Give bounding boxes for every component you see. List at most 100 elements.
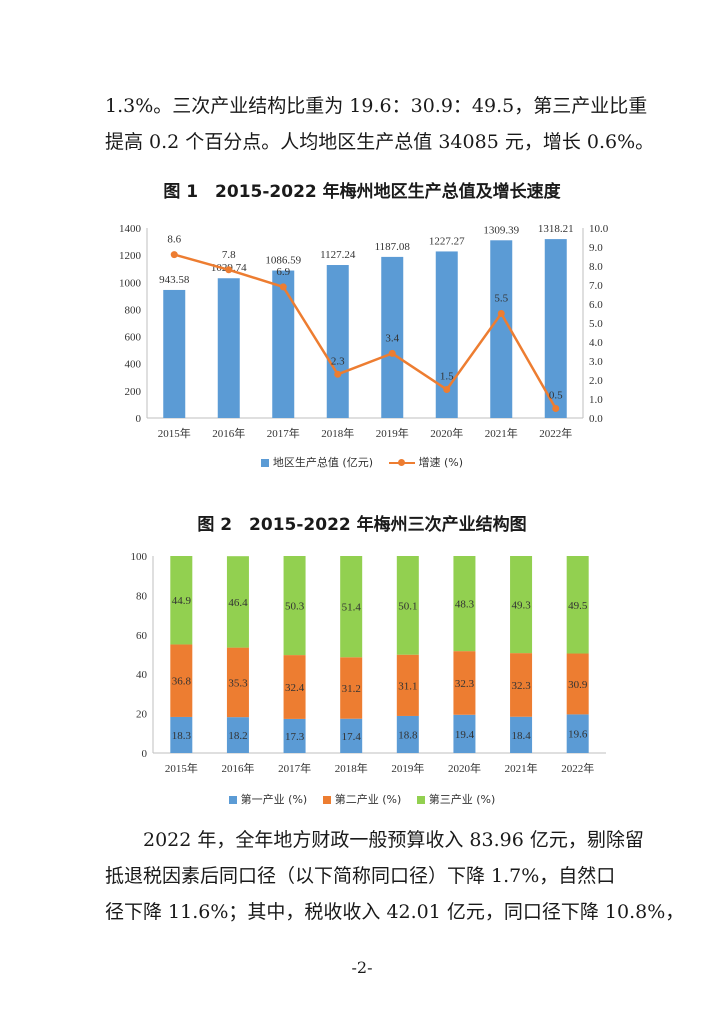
secondary-industry-bar — [396, 654, 419, 716]
y-tick-label: 600 — [125, 332, 142, 344]
outro-line-3: 径下降 11.6%；其中，税收收入 42.01 亿元，同口径下降 10.8%， — [105, 901, 685, 923]
growth-point — [388, 349, 396, 357]
structure-data-label: 50.3 — [285, 601, 305, 613]
gdp-data-label: 1127.24 — [320, 249, 356, 261]
primary-industry-bar — [170, 716, 193, 753]
secondary-industry-bar — [283, 655, 306, 719]
structure-data-label: 18.8 — [398, 729, 418, 741]
figure1-title: 图 1 2015-2022 年梅州地区生产总值及增长速度 — [163, 182, 561, 202]
x-tick-label: 2020年 — [430, 426, 463, 440]
gdp-bar — [490, 240, 513, 418]
figure2-legend: 第一产业 (%) 第二产业 (%) 第三产业 (%) — [0, 791, 724, 807]
gdp-data-label: 1227.27 — [429, 235, 465, 247]
growth-point — [443, 386, 451, 393]
y-tick-label: 0 — [136, 413, 142, 425]
y-tick-label: 1000 — [119, 277, 142, 289]
gdp-bar — [326, 265, 349, 418]
structure-data-label: 31.2 — [342, 683, 361, 695]
intro-line-1: 1.3%。三次产业结构比重为 19.6：30.9：49.5，第三产业比重 — [105, 95, 648, 117]
secondary-industry-bar — [566, 653, 589, 715]
legend-gdp: 地区生产总值 (亿元) — [260, 454, 374, 470]
gdp-data-label: 1318.21 — [538, 223, 574, 235]
y2-tick-label: 1.0 — [589, 394, 603, 406]
gdp-bar — [544, 239, 567, 418]
tertiary-industry-bar — [566, 556, 589, 654]
gdp-bar — [272, 270, 295, 418]
legend-primary-label: 第一产业 (%) — [240, 793, 308, 806]
secondary-industry-bar — [453, 651, 476, 715]
figure1-chart: 0 200 400 600 800 1000 1200 1400 0.0 1.0 2.0 3.0 4.0… — [119, 223, 609, 440]
x-tick-label: 2017年 — [278, 761, 311, 775]
growth-data-label: 0.5 — [549, 390, 563, 402]
legend-gdp-label: 地区生产总值 (亿元) — [272, 456, 374, 469]
legend-gdp-swatch — [260, 459, 269, 467]
y-tick-label: 0 — [142, 748, 148, 760]
tertiary-industry-bar — [170, 556, 193, 645]
growth-point — [279, 283, 287, 291]
gdp-bar — [381, 256, 404, 418]
structure-data-label: 17.3 — [285, 731, 305, 743]
structure-data-label: 48.3 — [455, 599, 475, 611]
y2-tick-label: 4.0 — [589, 337, 603, 349]
gdp-bar — [435, 251, 458, 418]
y-tick-label: 80 — [136, 590, 148, 602]
x-tick-label: 2022年 — [561, 761, 594, 775]
structure-data-label: 17.4 — [342, 731, 362, 743]
legend-tertiary: 第三产业 (%) — [416, 791, 495, 807]
y2-tick-label: 6.0 — [589, 299, 603, 311]
primary-industry-bar — [283, 718, 306, 753]
structure-data-label: 30.9 — [568, 679, 588, 691]
gdp-bar — [163, 289, 186, 418]
secondary-industry-bar — [226, 647, 249, 718]
gdp-data-label: 1187.08 — [375, 241, 411, 253]
y-tick-label: 100 — [131, 551, 148, 563]
x-tick-label: 2018年 — [335, 761, 368, 775]
legend-secondary-swatch — [322, 796, 331, 804]
legend-growth-label: 增速 (%) — [418, 456, 464, 469]
y-tick-label: 200 — [125, 386, 142, 398]
tertiary-industry-bar — [510, 556, 533, 654]
gdp-data-label: 943.58 — [159, 274, 190, 286]
structure-data-label: 32.4 — [285, 682, 305, 694]
legend-growth-swatch — [388, 458, 415, 468]
x-tick-label: 2017年 — [267, 426, 300, 440]
y-tick-label: 1400 — [119, 223, 142, 235]
primary-industry-bar — [340, 718, 363, 753]
growth-data-label: 1.5 — [440, 371, 454, 383]
page-number: -2- — [351, 958, 373, 977]
tertiary-industry-bar — [283, 556, 306, 656]
primary-industry-bar — [396, 715, 419, 753]
y2-tick-label: 10.0 — [589, 223, 609, 235]
structure-data-label: 36.8 — [172, 676, 192, 688]
structure-data-label: 50.1 — [398, 600, 417, 612]
legend-primary-swatch — [228, 796, 237, 804]
growth-point — [170, 251, 178, 259]
y2-tick-label: 9.0 — [589, 242, 603, 254]
y2-tick-label: 8.0 — [589, 261, 603, 273]
outro-line-1: 2022 年，全年地方财政一般预算收入 83.96 亿元，剔除留 — [143, 829, 644, 851]
growth-line — [173, 253, 557, 410]
structure-data-label: 31.1 — [398, 680, 417, 692]
gdp-data-label: 1309.39 — [483, 224, 519, 236]
x-tick-label: 2015年 — [158, 426, 191, 440]
primary-industry-bar — [566, 714, 589, 753]
primary-industry-bar — [453, 714, 476, 753]
x-tick-label: 2021年 — [485, 426, 518, 440]
tertiary-industry-bar — [226, 556, 249, 648]
growth-point — [225, 266, 233, 274]
structure-data-label: 18.4 — [511, 730, 531, 742]
secondary-industry-bar — [340, 657, 363, 719]
structure-data-label: 18.3 — [172, 730, 192, 742]
structure-data-label: 51.4 — [342, 602, 362, 614]
legend-growth: 增速 (%) — [388, 454, 464, 470]
tertiary-industry-bar — [453, 556, 476, 652]
structure-data-label: 32.3 — [511, 680, 531, 692]
structure-data-label: 19.6 — [568, 729, 588, 741]
growth-point — [497, 310, 505, 317]
x-tick-label: 2019年 — [391, 761, 424, 775]
x-tick-label: 2016年 — [212, 426, 245, 440]
y2-tick-label: 2.0 — [589, 375, 603, 387]
intro-line-2: 提高 0.2 个百分点。人均地区生产总值 34085 元，增长 0.6%。 — [105, 131, 655, 153]
structure-data-label: 44.9 — [172, 595, 192, 607]
legend-secondary: 第二产业 (%) — [322, 791, 401, 807]
